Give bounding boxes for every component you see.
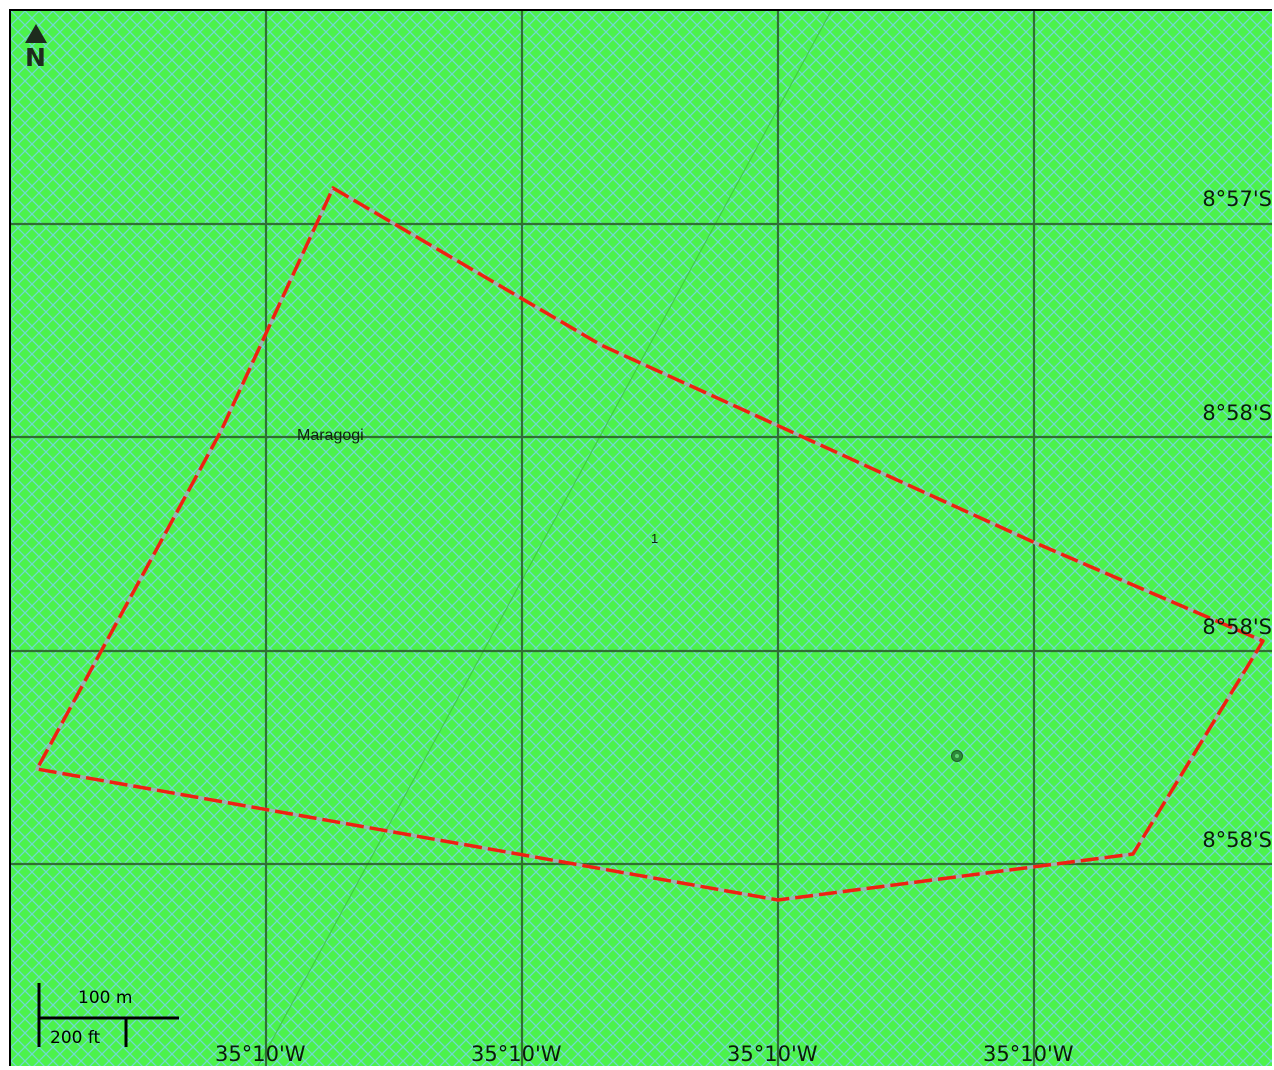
place-label-maragogi: Maragogi: [297, 427, 364, 444]
latitude-label-4: 8°58'S: [1202, 828, 1272, 852]
thin-road-line: [257, 11, 832, 1066]
latitude-label-3: 8°58'S: [1202, 615, 1272, 639]
north-arrow: N: [23, 23, 53, 79]
point-marker-icon: [951, 750, 963, 762]
longitude-label-1: 35°10'W: [215, 1042, 306, 1066]
feature-label-1: 1: [651, 531, 659, 546]
longitude-label-3: 35°10'W: [727, 1042, 818, 1066]
area-boundary: [35, 186, 1265, 902]
scale-imperial-label: 200 ft: [50, 1028, 101, 1048]
map-graphics: [11, 11, 1272, 1066]
latitude-label-2: 8°58'S: [1202, 401, 1272, 425]
scale-bar: 100 m 200 ft: [29, 973, 186, 1049]
map-background: [11, 11, 1272, 1066]
scale-metric-label: 100 m: [78, 988, 133, 1008]
map-canvas[interactable]: N Maragogi 1 8°57'S 8°58'S 8°58'S 8°58'S…: [9, 9, 1272, 1066]
north-letter: N: [25, 43, 46, 72]
longitude-label-4: 35°10'W: [983, 1042, 1074, 1066]
north-arrow-icon: [25, 24, 47, 43]
latitude-label-1: 8°57'S: [1202, 187, 1272, 211]
longitude-label-2: 35°10'W: [471, 1042, 562, 1066]
